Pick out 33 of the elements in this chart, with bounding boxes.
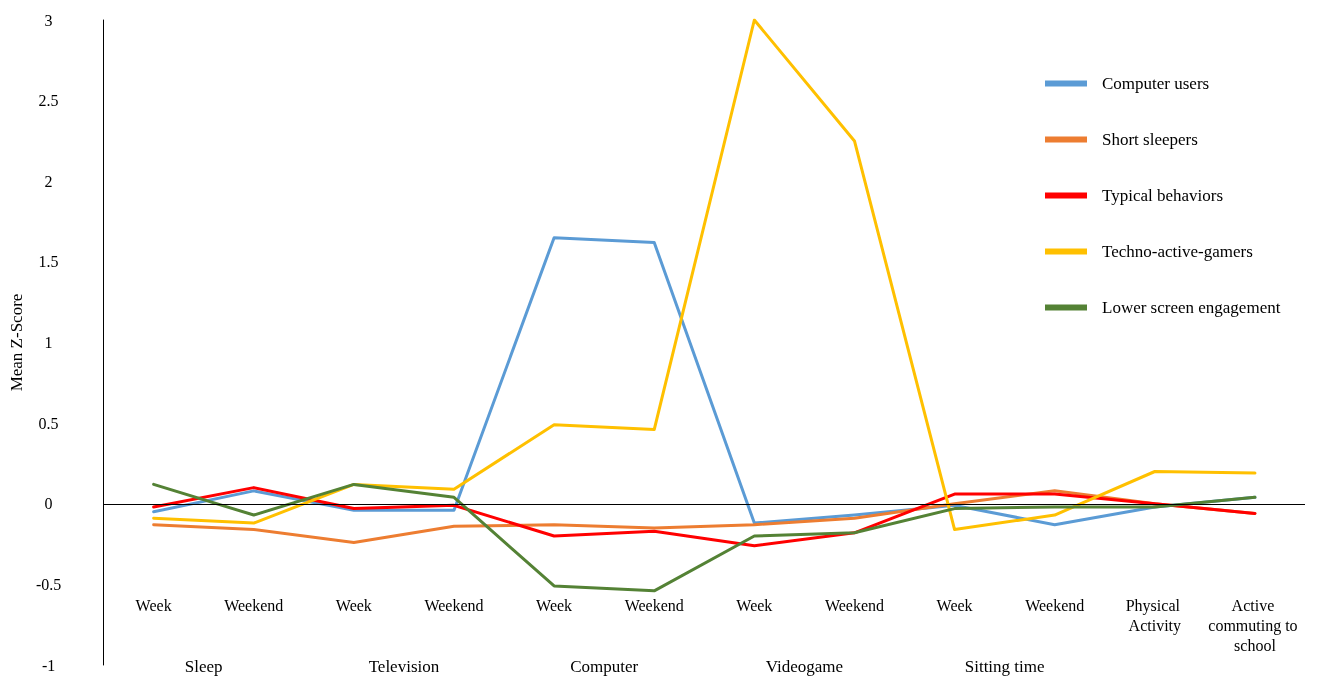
y-tick-label: 0 (44, 495, 53, 513)
x-tick-label: Weekend (1025, 596, 1085, 614)
y-tick-label: -1 (41, 656, 56, 674)
x-tick-label: Week (936, 596, 973, 614)
y-tick-label: 3 (44, 11, 53, 29)
legend-label: Short sleepers (1102, 130, 1198, 149)
x-tick-label: Week (736, 596, 773, 614)
x-tick-label: Physical Activity (1125, 596, 1184, 635)
annotation: Television (368, 657, 440, 676)
y-axis-title: Mean Z-Score (7, 293, 26, 392)
y-tick-label: 1 (44, 334, 53, 351)
x-tick-label: Week (335, 596, 372, 614)
x-tick-label: Week (135, 596, 172, 614)
annotation: Sleep (184, 657, 223, 676)
y-tick-label: 2 (44, 172, 53, 190)
x-tick-label: Weekend (224, 596, 284, 614)
annotation: Sitting time (964, 657, 1045, 676)
y-tick-label: 1.5 (38, 253, 59, 271)
y-tick-label: 0.5 (38, 414, 59, 432)
x-tick-label: Active commuting to school (1208, 596, 1302, 654)
legend-label: Typical behaviors (1102, 186, 1224, 205)
legend-label: Computer users (1102, 74, 1210, 93)
x-tick-label: Weekend (424, 596, 484, 614)
x-tick-label: Weekend (624, 596, 684, 614)
x-tick-label: Weekend (824, 596, 885, 614)
annotation: Computer (570, 657, 639, 676)
annotation: Videogame (765, 657, 844, 676)
y-tick-label: 2.5 (38, 92, 59, 110)
x-tick-label: Week (536, 596, 573, 614)
legend-label: Lower screen engagement (1102, 298, 1281, 317)
y-tick-label: -0.5 (35, 575, 62, 593)
legend-label: Techno-active-gamers (1102, 242, 1253, 261)
line-series (152, 482, 1257, 593)
